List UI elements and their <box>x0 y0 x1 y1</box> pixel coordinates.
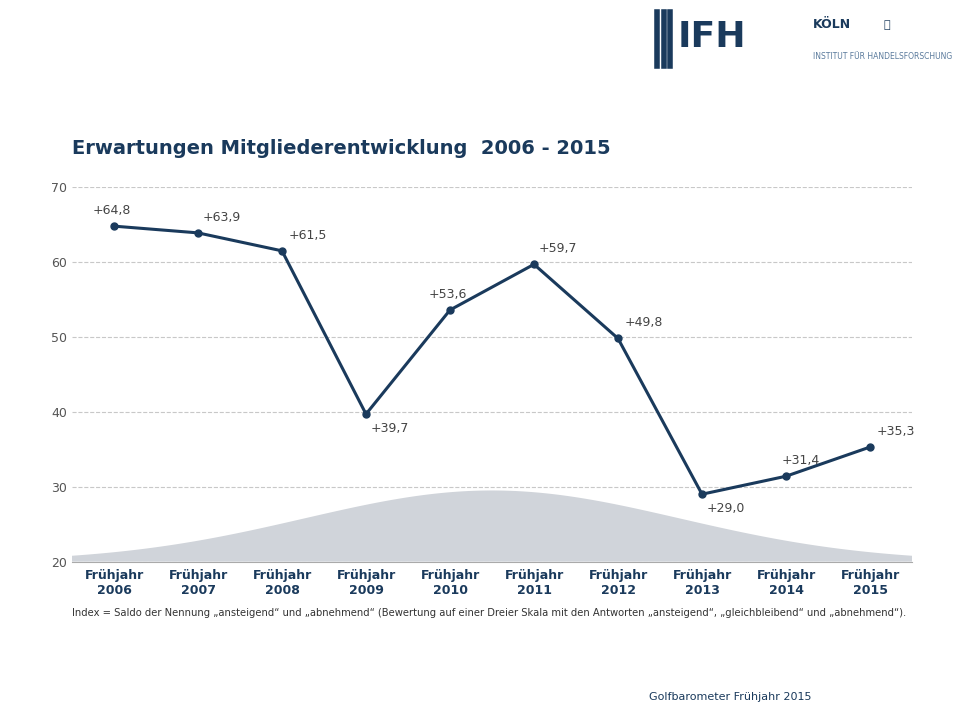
Text: ⬛: ⬛ <box>883 20 890 30</box>
Text: +29,0: +29,0 <box>707 502 745 516</box>
Text: +61,5: +61,5 <box>289 229 327 242</box>
Text: +35,3: +35,3 <box>876 425 915 438</box>
Text: +59,7: +59,7 <box>539 243 577 256</box>
Text: INSTITUT FÜR HANDELSFORSCHUNG: INSTITUT FÜR HANDELSFORSCHUNG <box>812 52 951 60</box>
Text: +31,4: +31,4 <box>781 454 820 467</box>
Text: Erwartungen Mitgliederentwicklung  2006 - 2015: Erwartungen Mitgliederentwicklung 2006 -… <box>72 140 611 158</box>
Text: Golfbarometer Frühjahr 2015: Golfbarometer Frühjahr 2015 <box>649 692 811 702</box>
Text: +49,8: +49,8 <box>625 317 663 330</box>
Text: +64,8: +64,8 <box>93 204 132 217</box>
Text: Erwartungen Mitgliederentwicklung: Erwartungen Mitgliederentwicklung <box>17 33 441 53</box>
Text: IFH: IFH <box>678 20 746 54</box>
Text: 3: 3 <box>830 685 844 703</box>
Text: KÖLN: KÖLN <box>812 18 851 32</box>
Text: +53,6: +53,6 <box>429 288 468 301</box>
Text: +63,9: +63,9 <box>203 211 240 224</box>
Polygon shape <box>72 490 912 562</box>
Text: +39,7: +39,7 <box>371 422 409 435</box>
Text: Index = Saldo der Nennung „ansteigend“ und „abnehmend“ (Bewertung auf einer Drei: Index = Saldo der Nennung „ansteigend“ u… <box>72 608 906 618</box>
